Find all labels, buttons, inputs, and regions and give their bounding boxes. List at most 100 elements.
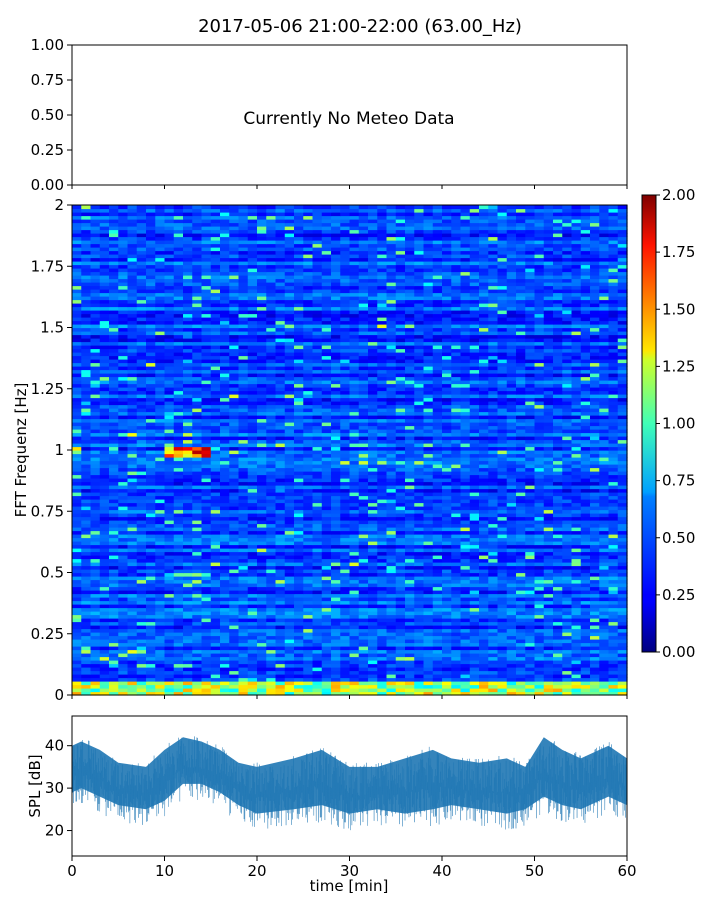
heatmap-cell	[266, 457, 277, 462]
heatmap-cell	[173, 474, 184, 479]
heatmap-cell	[99, 439, 110, 444]
heatmap-cell	[405, 527, 415, 532]
heatmap-cell	[164, 635, 175, 640]
heatmap-cell	[284, 509, 295, 514]
heatmap-cell	[81, 555, 92, 560]
heatmap-cell	[488, 446, 499, 451]
heatmap-cell	[247, 422, 258, 427]
heatmap-cell	[312, 572, 323, 577]
heatmap-cell	[414, 597, 425, 602]
heatmap-cell	[571, 541, 582, 546]
heatmap-cell	[497, 418, 508, 423]
heatmap-cell	[118, 565, 129, 570]
heatmap-cell	[72, 467, 82, 472]
heatmap-cell	[118, 443, 129, 448]
heatmap-cell	[247, 670, 258, 675]
heatmap-cell	[497, 513, 508, 518]
heatmap-cell	[340, 663, 351, 668]
heatmap-cell	[423, 565, 434, 570]
heatmap-cell	[183, 474, 193, 479]
heatmap-cell	[257, 495, 267, 500]
heatmap-cell	[136, 590, 147, 595]
heatmap-cell	[109, 684, 119, 689]
heatmap-cell	[488, 527, 499, 532]
heatmap-cell	[451, 488, 462, 493]
heatmap-cell	[562, 506, 573, 511]
heatmap-cell	[266, 415, 277, 420]
heatmap-cell	[377, 439, 388, 444]
heatmap-cell	[90, 544, 101, 549]
heatmap-cell	[331, 464, 341, 469]
heatmap-cell	[238, 516, 249, 521]
heatmap-cell	[146, 506, 156, 511]
heatmap-cell	[349, 450, 360, 455]
heatmap-cell	[608, 604, 619, 609]
heatmap-cell	[617, 544, 628, 549]
heatmap-cell	[349, 551, 360, 556]
heatmap-cell	[210, 527, 221, 532]
heatmap-cell	[460, 495, 471, 500]
heatmap-cell	[136, 621, 147, 626]
heatmap-cell	[81, 443, 92, 448]
heatmap-cell	[155, 537, 166, 542]
heatmap-cell	[90, 527, 101, 532]
heatmap-cell	[90, 635, 101, 640]
heatmap-cell	[553, 523, 563, 528]
heatmap-cell	[247, 541, 258, 546]
heatmap-cell	[99, 516, 110, 521]
heatmap-cell	[442, 628, 452, 633]
heatmap-cell	[173, 523, 184, 528]
heatmap-cell	[257, 492, 267, 497]
heatmap-cell	[608, 453, 619, 458]
heatmap-cell	[127, 670, 138, 675]
heatmap-cell	[516, 551, 526, 556]
heatmap-cell	[580, 495, 591, 500]
heatmap-cell	[331, 670, 341, 675]
heatmap-cell	[414, 590, 425, 595]
heatmap-cell	[192, 541, 203, 546]
heatmap-cell	[127, 583, 138, 588]
heatmap-cell	[127, 460, 138, 465]
heatmap-cell	[580, 488, 591, 493]
heatmap-cell	[608, 450, 619, 455]
heatmap-cell	[617, 499, 628, 504]
heatmap-cell	[118, 656, 129, 661]
heatmap-cell	[553, 583, 563, 588]
heatmap-cell	[571, 439, 582, 444]
heatmap-cell	[377, 513, 388, 518]
heatmap-cell	[155, 408, 166, 413]
heatmap-cell	[312, 670, 323, 675]
heatmap-cell	[349, 443, 360, 448]
heatmap-cell	[590, 600, 600, 605]
heatmap-cell	[423, 537, 434, 542]
heatmap-cell	[451, 667, 462, 672]
heatmap-cell	[81, 558, 92, 563]
heatmap-cell	[81, 614, 92, 619]
heatmap-cell	[192, 495, 203, 500]
heatmap-cell	[543, 663, 554, 668]
heatmap-cell	[90, 439, 101, 444]
heatmap-cell	[497, 492, 508, 497]
heatmap-cell	[525, 534, 536, 539]
heatmap-cell	[553, 558, 563, 563]
heatmap-cell	[294, 471, 304, 476]
heatmap-cell	[303, 429, 314, 434]
heatmap-cell	[423, 691, 434, 696]
heatmap-cell	[155, 415, 166, 420]
heatmap-cell	[284, 446, 295, 451]
heatmap-cell	[432, 688, 443, 693]
heatmap-cell	[72, 534, 82, 539]
heatmap-cell	[497, 481, 508, 486]
heatmap-cell	[331, 499, 341, 504]
heatmap-cell	[469, 548, 480, 553]
heatmap-cell	[247, 681, 258, 686]
heatmap-cell	[127, 572, 138, 577]
heatmap-cell	[423, 492, 434, 497]
heatmap-cell	[109, 446, 119, 451]
heatmap-cell	[432, 604, 443, 609]
heatmap-cell	[183, 541, 193, 546]
heatmap-cell	[109, 453, 119, 458]
heatmap-cell	[377, 653, 388, 658]
heatmap-cell	[164, 516, 175, 521]
heatmap-cell	[349, 681, 360, 686]
